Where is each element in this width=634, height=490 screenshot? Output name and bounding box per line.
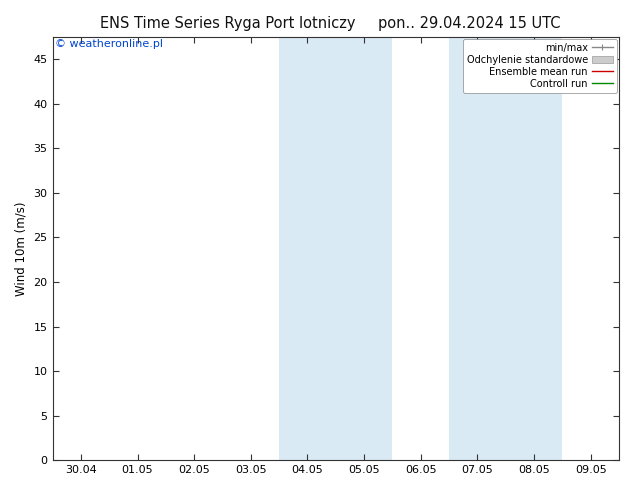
Y-axis label: Wind 10m (m/s): Wind 10m (m/s) [15, 201, 28, 296]
Bar [506, 37, 562, 460]
Text: pon.. 29.04.2024 15 UTC: pon.. 29.04.2024 15 UTC [378, 16, 560, 31]
Text: ENS Time Series Ryga Port lotniczy: ENS Time Series Ryga Port lotniczy [101, 16, 356, 31]
Bar [279, 37, 336, 460]
Text: © weatheronline.pl: © weatheronline.pl [55, 39, 164, 49]
Bar [336, 37, 392, 460]
Legend: min/max, Odchylenie standardowe, Ensemble mean run, Controll run: min/max, Odchylenie standardowe, Ensembl… [463, 39, 617, 93]
Bar [449, 37, 506, 460]
